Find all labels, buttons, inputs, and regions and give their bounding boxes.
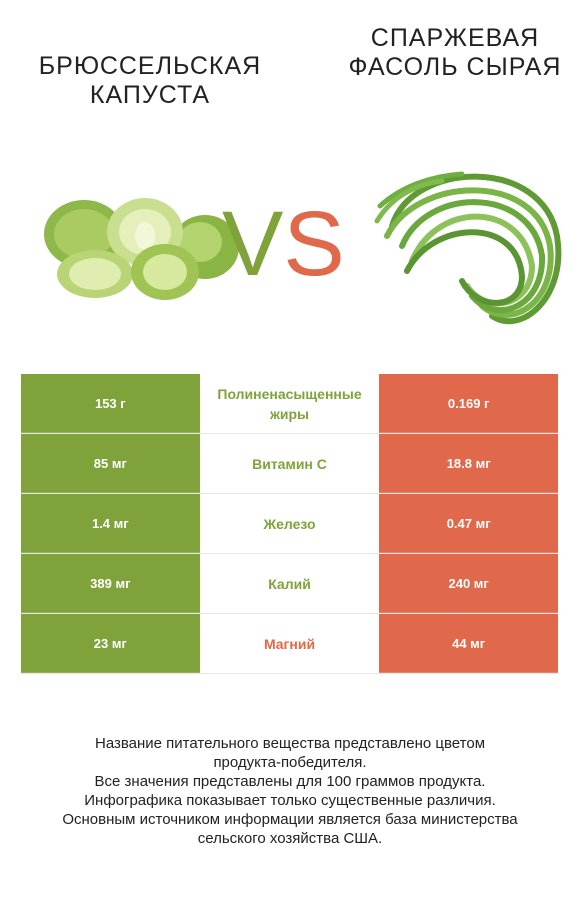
green-beans-image bbox=[374, 171, 562, 325]
left-value: 23 мг bbox=[21, 614, 200, 673]
table-row: 1.4 мг Железо 0.47 мг bbox=[21, 494, 558, 554]
brussels-sprouts-image bbox=[44, 198, 239, 300]
footer-line: Инфографика показывает только существенн… bbox=[84, 792, 496, 809]
footer-line: Все значения представлены для 100 граммо… bbox=[94, 773, 486, 790]
nutrient-name: Калий bbox=[199, 554, 380, 613]
nutrient-name: Железо bbox=[199, 494, 380, 553]
table-row: 153 г Полиненасыщенные жиры 0.169 г bbox=[21, 374, 558, 434]
table-row: 23 мг Магний 44 мг bbox=[21, 614, 558, 674]
footer-line: Основным источником информации является … bbox=[62, 811, 518, 828]
vs-v: V bbox=[222, 193, 284, 295]
nutrient-name: Магний bbox=[199, 614, 380, 673]
left-value: 1.4 мг bbox=[21, 494, 200, 553]
nutrient-name: Витамин C bbox=[199, 434, 380, 493]
right-value: 0.47 мг bbox=[379, 494, 558, 553]
right-food-title: СПАРЖЕВАЯ ФАСОЛЬ СЫРАЯ bbox=[348, 24, 562, 81]
vs-label: VS bbox=[222, 198, 345, 290]
left-value: 85 мг bbox=[21, 434, 200, 493]
left-value: 389 мг bbox=[21, 554, 200, 613]
vs-s: S bbox=[283, 193, 345, 295]
right-value: 44 мг bbox=[379, 614, 558, 673]
right-value: 0.169 г bbox=[379, 374, 558, 433]
table-row: 85 мг Витамин C 18.8 мг bbox=[21, 434, 558, 494]
left-value: 153 г bbox=[21, 374, 200, 433]
footer-line: продукта-победителя. bbox=[213, 754, 367, 771]
footer-line: сельского хозяйства США. bbox=[197, 830, 383, 847]
right-value: 18.8 мг bbox=[379, 434, 558, 493]
right-value: 240 мг bbox=[379, 554, 558, 613]
nutrient-name: Полиненасыщенные жиры bbox=[199, 374, 380, 433]
table-row: 389 мг Калий 240 мг bbox=[21, 554, 558, 614]
comparison-table: 153 г Полиненасыщенные жиры 0.169 г 85 мг Ви… bbox=[21, 374, 558, 674]
left-food-title: БРЮССЕЛЬСКАЯ КАПУСТА bbox=[38, 52, 262, 109]
footer-notes: Название питательного вещества представл… bbox=[20, 734, 560, 848]
footer-line: Название питательного вещества представл… bbox=[94, 735, 486, 752]
